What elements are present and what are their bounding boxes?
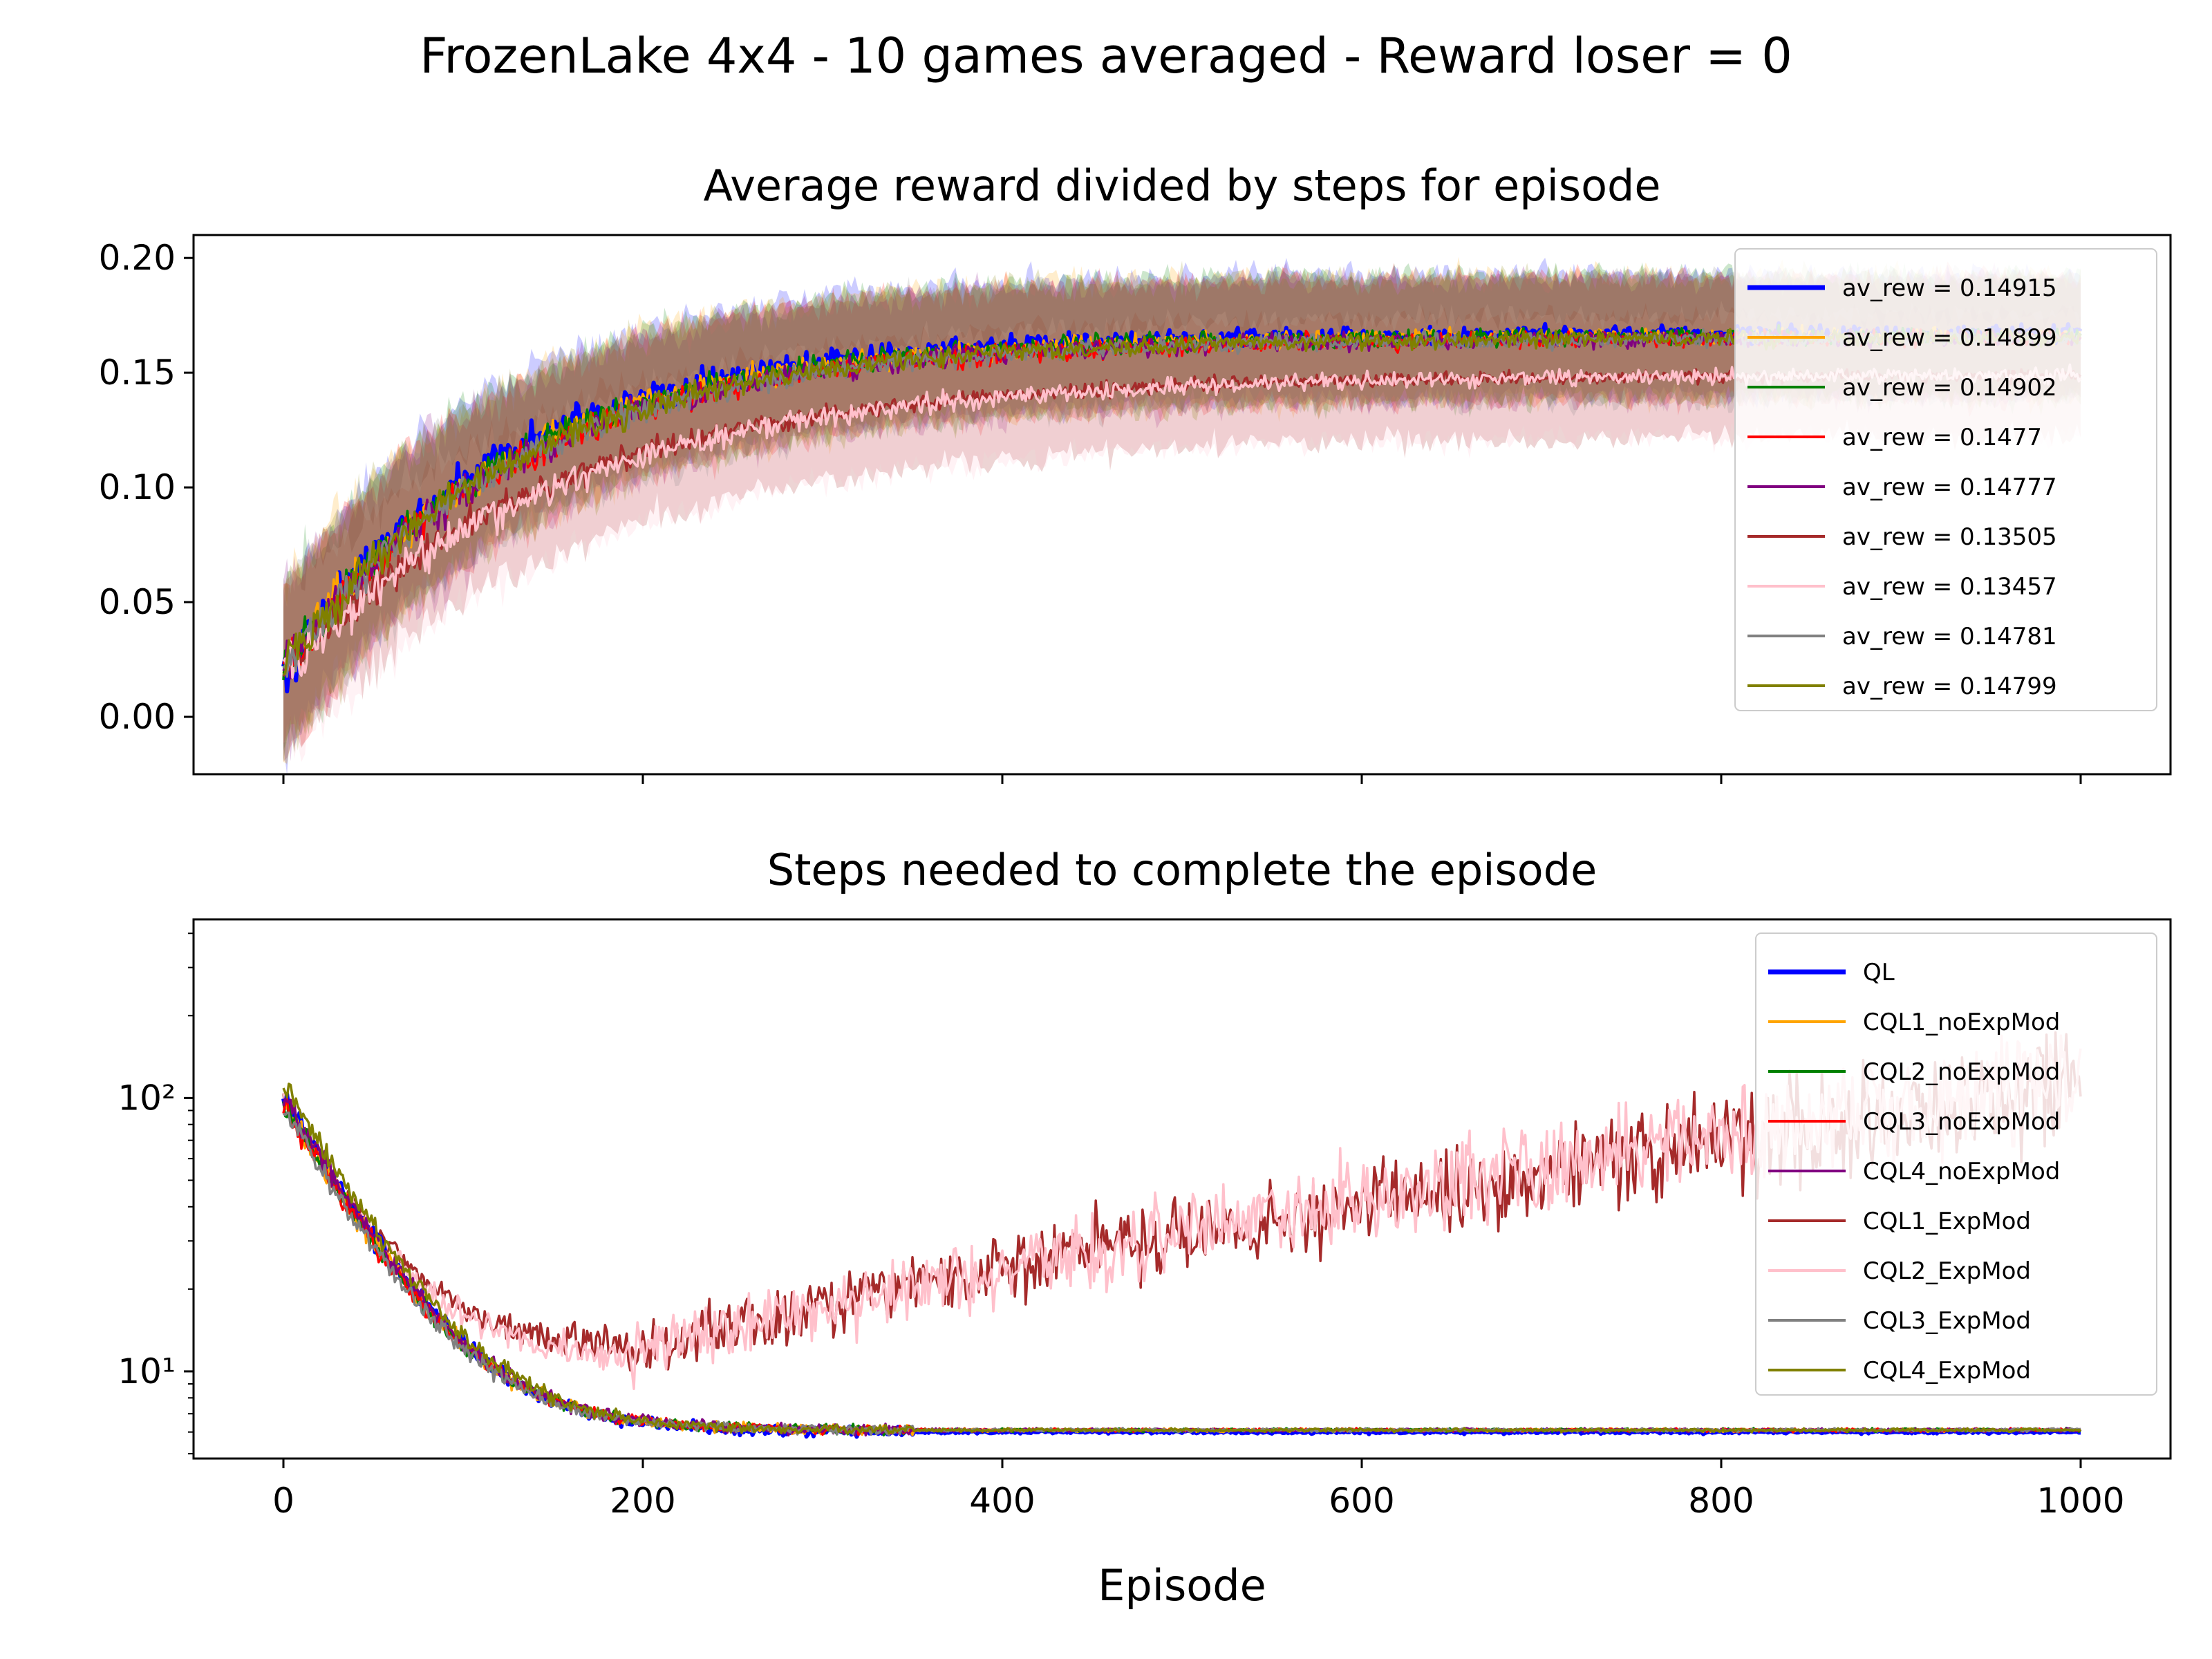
reward-ytick-label: 0.20 [99,238,176,278]
reward-legend: av_rew = 0.14915 av_rew = 0.14899 av_rew =… [1734,248,2157,711]
steps-xtick-label: 800 [1688,1481,1754,1521]
legend-entry: av_rew = 0.14915 [1842,274,2057,302]
steps-xtick-label: 400 [969,1481,1035,1521]
legend-entry: QL [1863,959,1895,986]
legend-entry: CQL4_ExpMod [1863,1357,2031,1385]
reward-band-5 [283,303,2081,762]
reward-ytick-label: 0.00 [99,697,176,737]
steps-subplot-title: Steps needed to complete the episode [767,845,1597,895]
reward-band-6 [283,300,2081,762]
legend-entry: CQL1_ExpMod [1863,1208,2031,1235]
steps-x-ticks: 0 200 400 600 800 1000 [272,1459,2125,1521]
steps-subplot: Steps needed to complete the episode 10¹… [118,845,2172,1611]
steps-axes-frame [192,918,2172,1460]
steps-xtick-label: 200 [610,1481,675,1521]
steps-line-8 [282,1082,2081,1435]
legend-entry: av_rew = 0.14799 [1842,673,2057,700]
reward-ytick-label: 0.15 [99,353,176,393]
steps-ytick-label: 10¹ [118,1351,176,1391]
reward-ytick-label: 0.10 [99,467,176,507]
legend-entry: av_rew = 0.14777 [1842,474,2057,501]
figure-title: FrozenLake 4x4 - 10 games averaged - Rew… [420,28,1792,84]
legend-entry: CQL2_ExpMod [1863,1257,2031,1285]
legend-entry: CQL2_noExpMod [1863,1058,2060,1086]
legend-entry: av_rew = 0.13505 [1842,523,2057,551]
reward-axes-frame [192,234,2172,776]
steps-ytick-label: 10² [118,1078,176,1118]
steps-xtick-label: 1000 [2036,1481,2124,1521]
reward-ytick-label: 0.05 [99,582,176,622]
legend-entry: CQL4_noExpMod [1863,1158,2060,1185]
legend-entry: CQL3_ExpMod [1863,1307,2031,1335]
reward-x-ticks [282,774,2082,784]
legend-box [1755,932,2157,1396]
legend-entry: av_rew = 0.14899 [1842,324,2057,352]
legend-entry: CQL3_noExpMod [1863,1108,2060,1136]
legend-entry: av_rew = 0.14781 [1842,623,2057,650]
legend-entry: av_rew = 0.14902 [1842,374,2057,402]
steps-legend: QL CQL1_noExpMod CQL2_noExpMod CQL3_noExpMo… [1755,932,2157,1396]
legend-box [1734,248,2157,711]
x-axis-label: Episode [1098,1560,1266,1611]
reward-subplot: Average reward divided by steps for epis… [99,160,2172,784]
steps-xtick-label: 0 [272,1481,294,1521]
steps-xtick-label: 600 [1329,1481,1394,1521]
legend-entry: av_rew = 0.13457 [1842,573,2057,601]
reward-y-ticks: 0.00 0.05 0.10 0.15 0.20 [99,238,194,737]
steps-y-ticks: 10¹ 10² [118,932,194,1454]
reward-subplot-title: Average reward divided by steps for epis… [703,160,1660,211]
legend-entry: CQL1_noExpMod [1863,1009,2060,1036]
legend-entry: av_rew = 0.1477 [1842,424,2042,451]
